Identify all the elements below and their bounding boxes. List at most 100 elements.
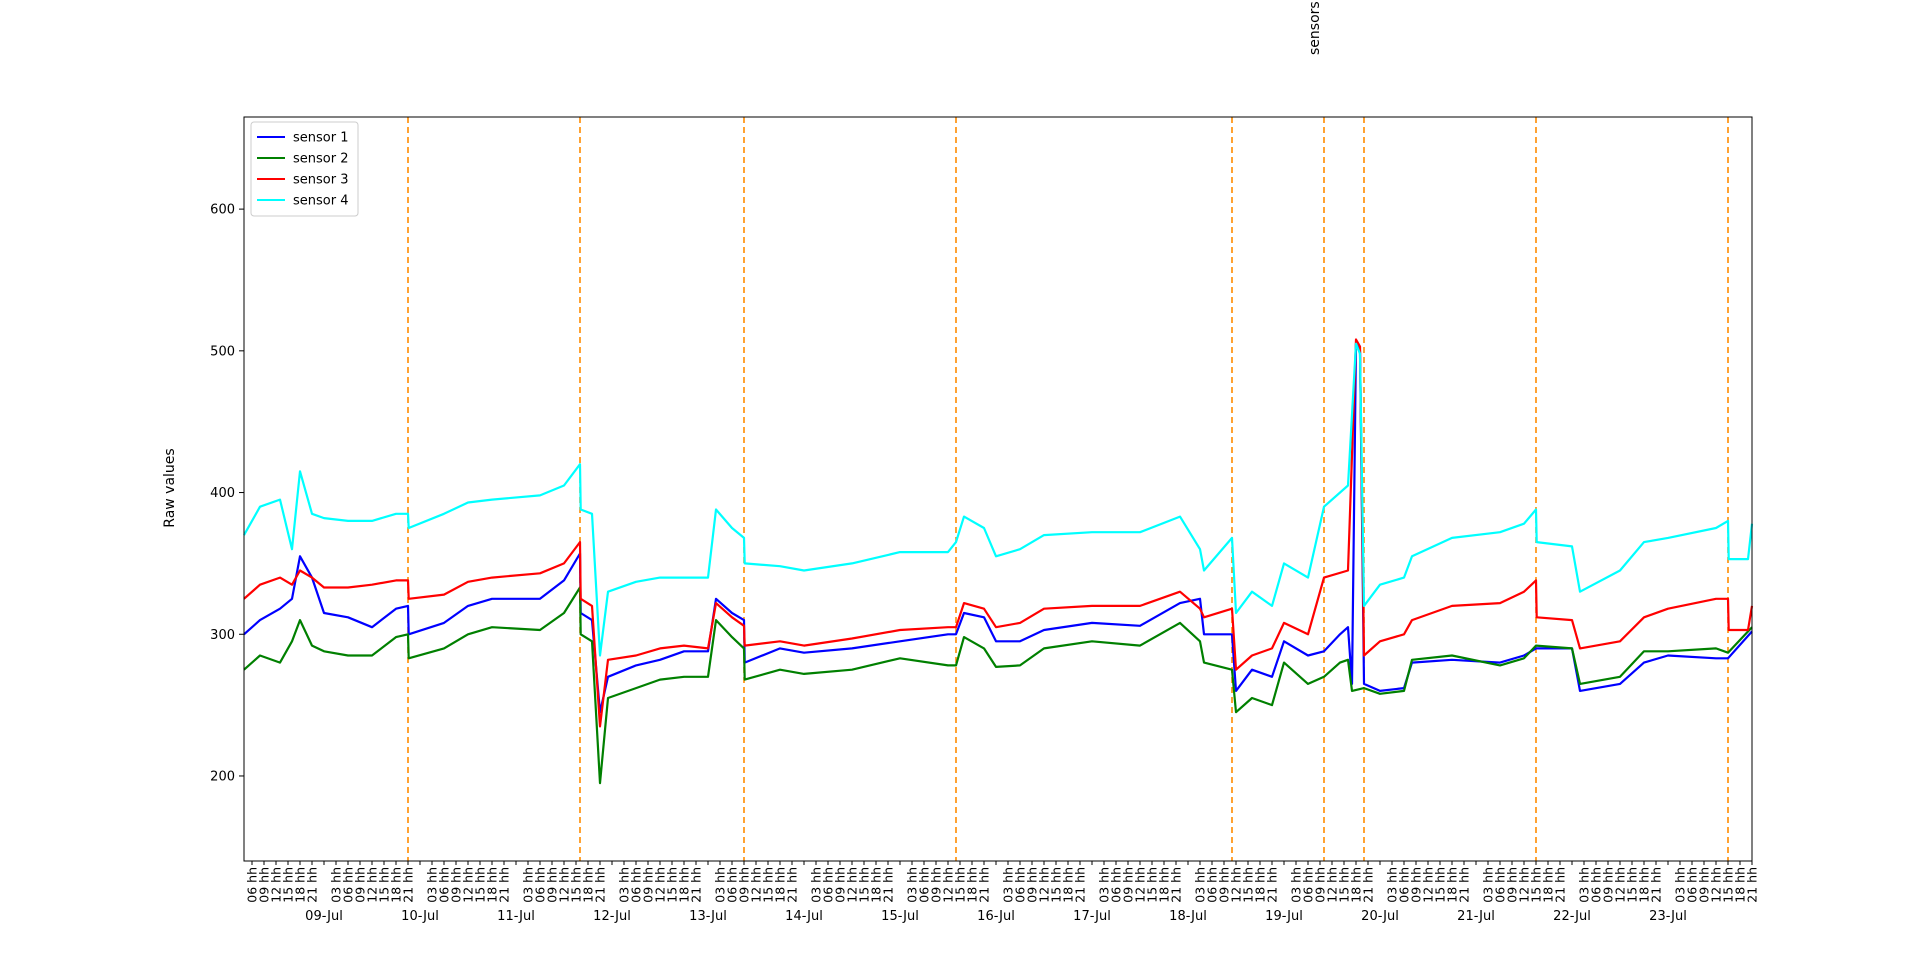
x-hour-tick-label: 03 hh: [617, 867, 632, 903]
x-hour-tick-label: 12 hh: [269, 867, 284, 903]
y-tick-label: 200: [210, 769, 235, 784]
x-hour-tick-label: 06 hh: [1397, 867, 1412, 903]
x-hour-tick-label: 09 hh: [737, 867, 752, 903]
x-hour-tick-label: 09 hh: [449, 867, 464, 903]
x-hour-tick-label: 09 hh: [353, 867, 368, 903]
legend-label-sensor-4: sensor 4: [293, 194, 349, 209]
x-hour-tick-label: 15 hh: [281, 867, 296, 903]
x-hour-tick-label: 18 hh: [1541, 867, 1556, 903]
x-hour-tick-label: 12 hh: [1325, 867, 1340, 903]
x-hour-tick-label: 09 hh: [1217, 867, 1232, 903]
x-hour-tick-label: 21 hh: [881, 867, 896, 903]
x-hour-tick-label: 06 hh: [1301, 867, 1316, 903]
legend-label-sensor-2: sensor 2: [293, 152, 349, 167]
x-hour-tick-label: 06 hh: [1109, 867, 1124, 903]
y-tick-label: 500: [210, 344, 235, 359]
x-hour-tick-label: 12 hh: [1613, 867, 1628, 903]
x-hour-tick-label: 09 hh: [545, 867, 560, 903]
x-hour-tick-label: 06 hh: [1493, 867, 1508, 903]
x-hour-tick-label: 03 hh: [905, 867, 920, 903]
series-line-sensor-4: [243, 342, 1754, 657]
x-day-tick-label: 20-Jul: [1361, 909, 1399, 924]
x-hour-tick-label: 03 hh: [1097, 867, 1112, 903]
x-hour-tick-label: 03 hh: [425, 867, 440, 903]
x-day-tick-label: 12-Jul: [593, 909, 631, 924]
x-hour-tick-label: 21 hh: [785, 867, 800, 903]
x-hour-tick-label: 21 hh: [1361, 867, 1376, 903]
x-hour-tick-label: 21 hh: [1745, 867, 1760, 903]
legend-box: [250, 121, 359, 217]
x-hour-tick-label: 21 hh: [593, 867, 608, 903]
series-line-sensor-2: [243, 586, 1753, 785]
x-hour-tick-label: 18 hh: [869, 867, 884, 903]
x-hour-tick-label: 06 hh: [725, 867, 740, 903]
x-hour-tick-label: 15 hh: [569, 867, 584, 903]
x-hour-tick-label: 18 hh: [773, 867, 788, 903]
x-hour-tick-label: 15 hh: [953, 867, 968, 903]
x-hour-tick-label: 15 hh: [1049, 867, 1064, 903]
x-hour-tick-label: 15 hh: [1241, 867, 1256, 903]
x-day-tick-label: 19-Jul: [1265, 909, 1303, 924]
x-hour-tick-label: 18 hh: [1637, 867, 1652, 903]
x-hour-tick-label: 21 hh: [305, 867, 320, 903]
vertical-marker-lines: [407, 117, 1729, 861]
x-hour-tick-label: 06 hh: [1013, 867, 1028, 903]
x-hour-tick-label: 03 hh: [1385, 867, 1400, 903]
x-hour-tick-label: 15 hh: [761, 867, 776, 903]
x-hour-tick-label: 21 hh: [1073, 867, 1088, 903]
x-hour-tick-label: 15 hh: [1337, 867, 1352, 903]
x-hour-tick-label: 12 hh: [557, 867, 572, 903]
legend: sensor 1 sensor 2 sensor 3 sensor 4: [250, 121, 359, 217]
x-hour-tick-label: 21 hh: [1649, 867, 1664, 903]
x-hour-tick-label: 03 hh: [713, 867, 728, 903]
x-hour-tick-label: 09 hh: [641, 867, 656, 903]
x-hour-tick-label: 18 hh: [1733, 867, 1748, 903]
x-hour-tick-label: 03 hh: [809, 867, 824, 903]
x-day-tick-label: 16-Jul: [977, 909, 1015, 924]
x-hour-tick-label: 09 hh: [1601, 867, 1616, 903]
x-hour-tick-label: 21 hh: [977, 867, 992, 903]
x-hour-tick-label: 12 hh: [1517, 867, 1532, 903]
x-hour-tick-label: 09 hh: [1409, 867, 1424, 903]
x-hour-tick-label: 06 hh: [821, 867, 836, 903]
x-hour-tick-label: 06 hh: [341, 867, 356, 903]
x-hour-tick-label: 12 hh: [461, 867, 476, 903]
x-hour-tick-label: 18 hh: [1061, 867, 1076, 903]
legend-label-sensor-3: sensor 3: [293, 173, 349, 188]
x-hour-tick-label: 18 hh: [581, 867, 596, 903]
x-hour-tick-label: 21 hh: [1553, 867, 1568, 903]
x-day-tick-label: 10-Jul: [401, 909, 439, 924]
x-hour-tick-label: 18 hh: [485, 867, 500, 903]
x-day-tick-label: 14-Jul: [785, 909, 823, 924]
y-tick-label: 300: [210, 628, 235, 643]
plot-frame: [243, 116, 1753, 862]
x-hour-tick-label: 09 hh: [1025, 867, 1040, 903]
x-hour-tick-label: 15 hh: [377, 867, 392, 903]
x-hour-tick-label: 03 hh: [1289, 867, 1304, 903]
x-hour-tick-label: 09 hh: [1313, 867, 1328, 903]
x-hour-tick-label: 06 hh: [437, 867, 452, 903]
x-hour-tick-label: 06 hh: [629, 867, 644, 903]
x-hour-tick-label: 15 hh: [1529, 867, 1544, 903]
x-day-tick-label: 18-Jul: [1169, 909, 1207, 924]
x-hour-tick-label: 12 hh: [941, 867, 956, 903]
x-hour-tick-label: 09 hh: [1697, 867, 1712, 903]
x-hour-tick-label: 18 hh: [1157, 867, 1172, 903]
x-hour-tick-label: 06 hh: [1205, 867, 1220, 903]
x-hour-tick-label: 12 hh: [365, 867, 380, 903]
x-hour-tick-label: 12 hh: [1421, 867, 1436, 903]
x-hour-tick-label: 03 hh: [1673, 867, 1688, 903]
x-hour-tick-label: 18 hh: [1349, 867, 1364, 903]
x-hour-tick-label: 18 hh: [293, 867, 308, 903]
x-hour-tick-label: 03 hh: [1193, 867, 1208, 903]
x-hour-tick-label: 15 hh: [857, 867, 872, 903]
x-hour-tick-label: 15 hh: [1721, 867, 1736, 903]
x-hour-tick-label: 06 hh: [1589, 867, 1604, 903]
y-tick-label: 400: [210, 486, 235, 501]
x-hour-tick-label: 15 hh: [665, 867, 680, 903]
x-hour-tick-label: 21 hh: [1457, 867, 1472, 903]
x-hour-tick-label: 15 hh: [1145, 867, 1160, 903]
x-hour-tick-label: 12 hh: [1229, 867, 1244, 903]
x-hour-tick-label: 18 hh: [677, 867, 692, 903]
